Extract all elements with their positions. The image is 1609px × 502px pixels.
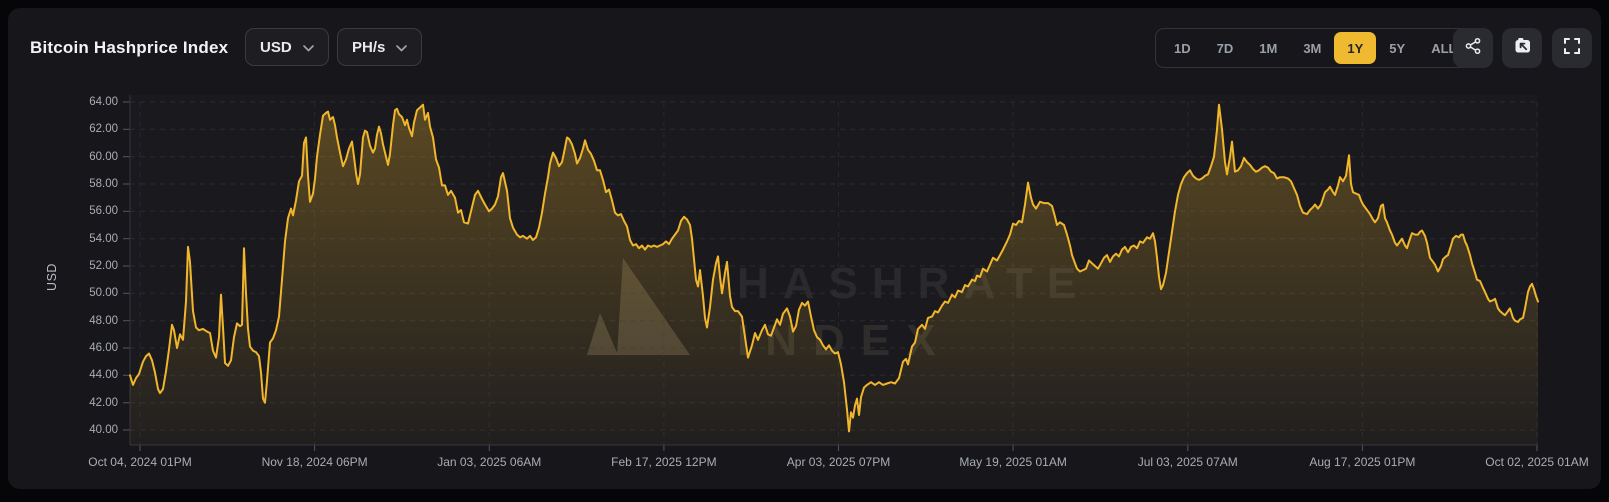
x-tick-label: Apr 03, 2025 07PM: [786, 455, 891, 469]
y-tick-label: 48.00: [89, 314, 118, 327]
time-range-selector: 1D 7D 1M 3M 1Y 5Y ALL: [1155, 28, 1476, 68]
chevron-down-icon: [396, 39, 408, 56]
unit-dropdown[interactable]: PH/s: [337, 28, 423, 66]
y-tick-label: 58.00: [89, 178, 118, 190]
chart-card: Bitcoin Hashprice Index USD PH/s 1D 7D 1…: [8, 8, 1601, 489]
series-line: [129, 103, 1539, 433]
y-tick-label: 42.00: [89, 396, 118, 409]
x-tick-label: Jan 03, 2025 06AM: [437, 455, 542, 469]
x-tick-label: Oct 02, 2025 01AM: [1485, 455, 1589, 469]
chevron-down-icon: [302, 39, 314, 56]
range-button-1y[interactable]: 1Y: [1334, 32, 1377, 64]
y-tick-label: 40.00: [89, 424, 118, 436]
fullscreen-icon: [1562, 36, 1582, 61]
y-tick-label: 44.00: [89, 369, 118, 382]
y-tick-label: 62.00: [89, 123, 118, 136]
snapshot-button[interactable]: [1502, 28, 1542, 68]
currency-dropdown[interactable]: USD: [245, 28, 329, 66]
share-icon: [1463, 36, 1483, 61]
hashprice-chart[interactable]: USD 64.00 62.00 60.00 58.00 56.00 54.00 52.00 5…: [8, 8, 1601, 489]
range-button-1m[interactable]: 1M: [1259, 40, 1278, 56]
unit-dropdown-value: PH/s: [352, 38, 386, 56]
range-button-all[interactable]: ALL: [1431, 40, 1457, 56]
fullscreen-button[interactable]: [1552, 28, 1592, 68]
x-tick-label: Oct 04, 2024 01PM: [88, 455, 192, 469]
y-tick-label: 64.00: [89, 96, 118, 108]
y-tick-label: 52.00: [89, 260, 118, 272]
share-button[interactable]: [1453, 28, 1493, 68]
snapshot-icon: [1512, 35, 1533, 61]
y-tick-label: 50.00: [89, 287, 118, 300]
page-title: Bitcoin Hashprice Index: [30, 38, 229, 57]
x-tick-label: Nov 18, 2024 06PM: [261, 455, 368, 469]
series-area: [130, 104, 1538, 445]
x-tick-label: Aug 17, 2025 01PM: [1309, 455, 1416, 469]
y-tick-label: 60.00: [89, 150, 118, 163]
x-tick-label: May 19, 2025 01AM: [959, 455, 1067, 469]
y-tick-label: 54.00: [89, 232, 118, 245]
x-tick-label: Jul 03, 2025 07AM: [1137, 455, 1238, 469]
range-button-5y[interactable]: 5Y: [1389, 40, 1406, 56]
y-tick-label: 46.00: [89, 342, 118, 354]
currency-dropdown-value: USD: [260, 38, 292, 56]
range-button-3m[interactable]: 3M: [1303, 40, 1322, 56]
range-button-1d[interactable]: 1D: [1174, 40, 1191, 56]
x-tick-label: Feb 17, 2025 12PM: [611, 455, 717, 469]
range-button-7d[interactable]: 7D: [1216, 40, 1234, 56]
y-tick-label: 56.00: [89, 205, 118, 218]
